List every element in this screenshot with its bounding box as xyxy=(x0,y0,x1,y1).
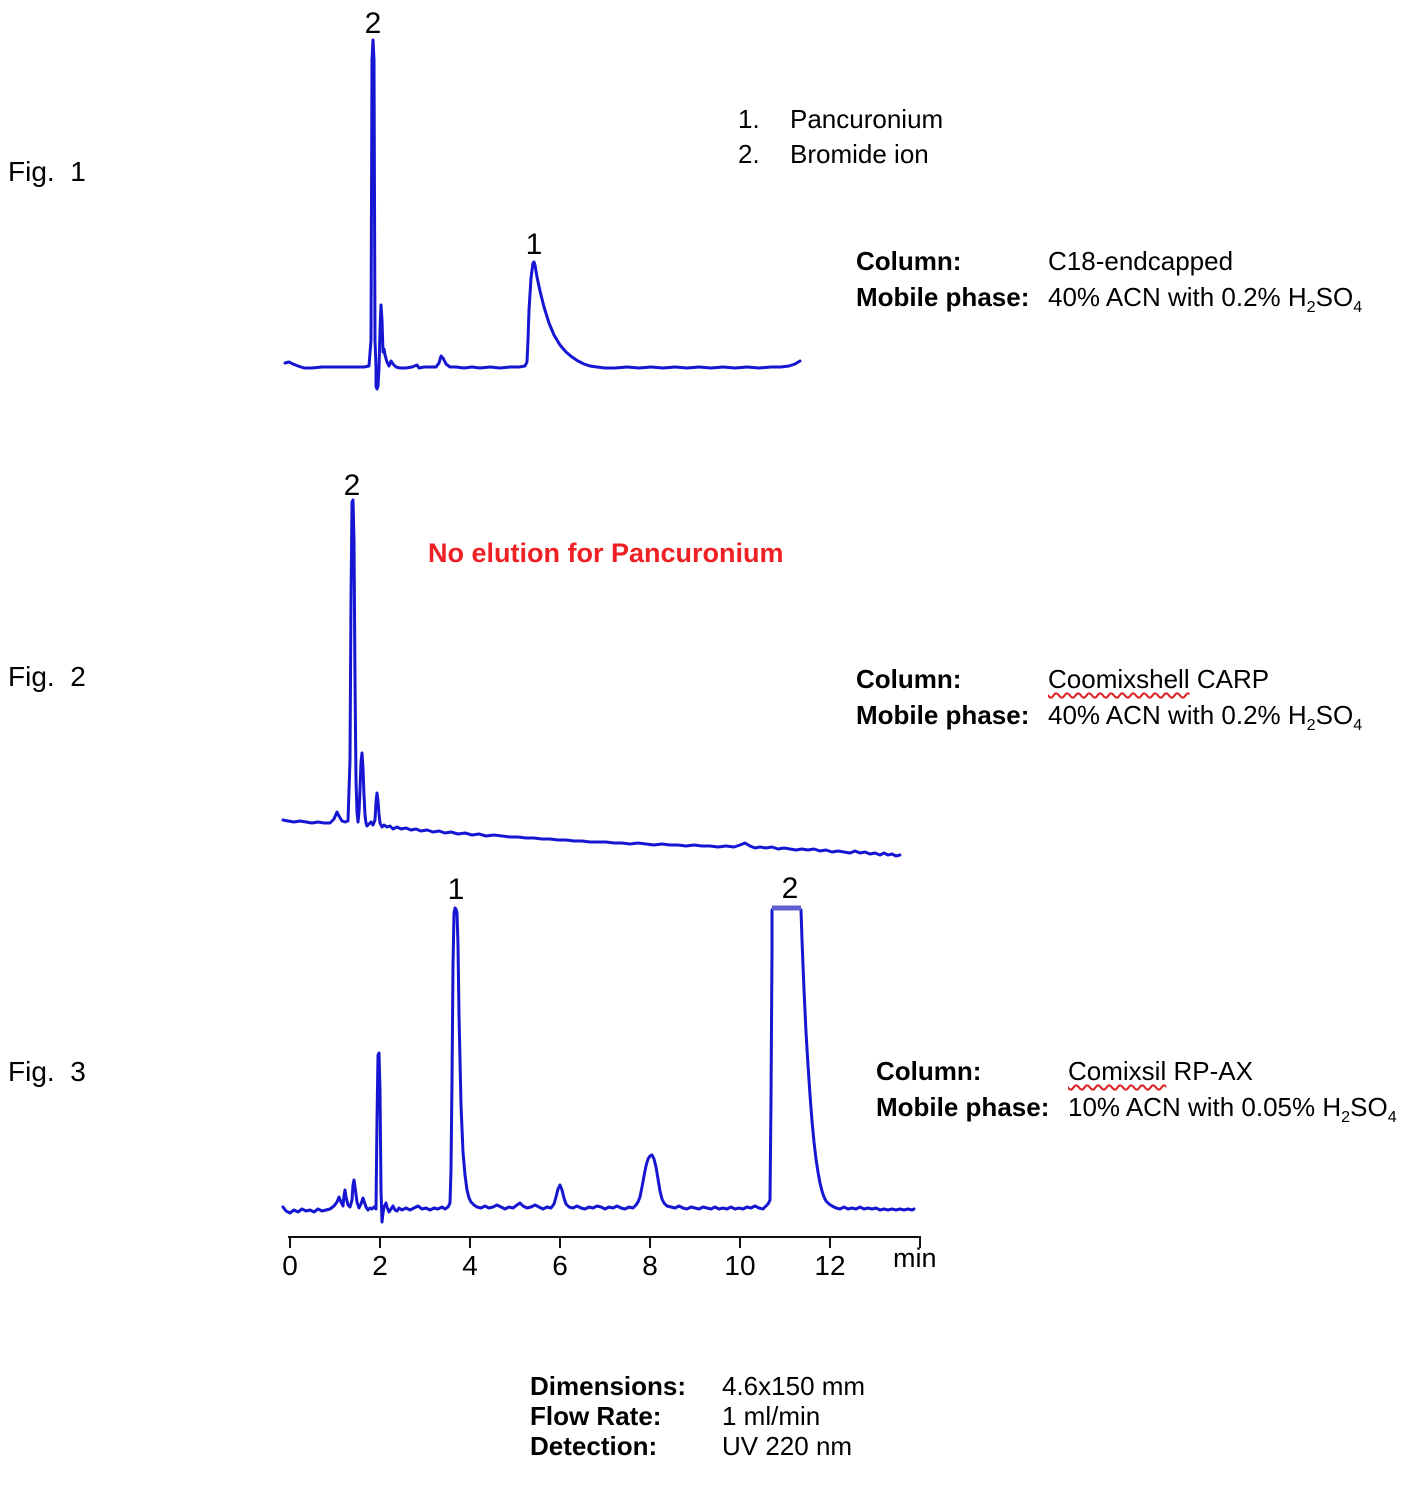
legend-item-bromide: 2. Bromide ion xyxy=(738,139,943,174)
axis-tick-8: 8 xyxy=(642,1250,658,1281)
mobile-phase-value: 10% ACN with 0.05% H2SO4 xyxy=(1068,1092,1397,1127)
legend-number: 1. xyxy=(738,104,760,134)
fig2-peak2-label: 2 xyxy=(343,469,361,502)
detection-label: Detection: xyxy=(530,1431,658,1461)
axis-tick-4: 4 xyxy=(462,1250,478,1281)
column-label: Column: xyxy=(856,664,962,694)
fig3-trace xyxy=(281,906,916,1224)
dimensions-value: 4.6x150 mm xyxy=(722,1371,866,1401)
legend-number: 2. xyxy=(738,139,760,169)
axis-tick-2: 2 xyxy=(372,1250,388,1281)
fig3-label: Fig. 3 xyxy=(8,1056,86,1087)
column-label: Column: xyxy=(876,1056,982,1086)
column-value: C18-endcapped xyxy=(1048,246,1234,276)
method-details: Dimensions: 4.6x150 mm Flow Rate: 1 ml/m… xyxy=(530,1371,865,1461)
fig1-label: Fig. 1 xyxy=(8,156,86,187)
legend-item-pancuronium: 1. Pancuronium xyxy=(738,104,943,139)
no-elution-note: No elution for Pancuronium xyxy=(428,538,784,568)
detection-value: UV 220 nm xyxy=(722,1431,853,1461)
fig3-peak2-label: 2 xyxy=(781,872,799,905)
fig3-peak1-label: 1 xyxy=(447,873,465,906)
fig1-peak2-label: 2 xyxy=(364,7,382,40)
fig1-trace xyxy=(283,38,802,391)
fig1-conditions: Column: C18-endcapped Mobile phase: 40% … xyxy=(856,243,1362,315)
mobile-phase-value: 40% ACN with 0.2% H2SO4 xyxy=(1048,700,1363,735)
legend-name: Pancuronium xyxy=(790,104,944,134)
fig2-label: Fig. 2 xyxy=(8,661,86,692)
column-value: Coomixshell CARP xyxy=(1048,664,1270,694)
fig3-conditions: Column: Comixsil RP-AX Mobile phase: 10%… xyxy=(876,1053,1397,1125)
flow-rate-value: 1 ml/min xyxy=(722,1401,821,1431)
mobile-phase-label: Mobile phase: xyxy=(876,1092,1050,1122)
fig1-peak1-label: 1 xyxy=(525,228,543,261)
flow-rate-label: Flow Rate: xyxy=(530,1401,662,1431)
peak-legend: 1. Pancuronium 2. Bromide ion xyxy=(738,104,943,174)
legend-name: Bromide ion xyxy=(790,139,929,169)
axis-unit-label: min xyxy=(893,1243,937,1273)
fig2-conditions: Column: Coomixshell CARP Mobile phase: 4… xyxy=(856,661,1362,733)
axis-tick-6: 6 xyxy=(552,1250,568,1281)
mobile-phase-label: Mobile phase: xyxy=(856,282,1030,312)
dimensions-label: Dimensions: xyxy=(530,1371,687,1401)
axis-tick-12: 12 xyxy=(814,1250,846,1281)
fig2-trace xyxy=(281,498,902,858)
column-label: Column: xyxy=(856,246,962,276)
axis-tick-10: 10 xyxy=(724,1250,756,1281)
column-value: Comixsil RP-AX xyxy=(1068,1056,1253,1086)
mobile-phase-label: Mobile phase: xyxy=(856,700,1030,730)
axis-tick-0: 0 xyxy=(282,1250,298,1281)
mobile-phase-value: 40% ACN with 0.2% H2SO4 xyxy=(1048,282,1363,317)
